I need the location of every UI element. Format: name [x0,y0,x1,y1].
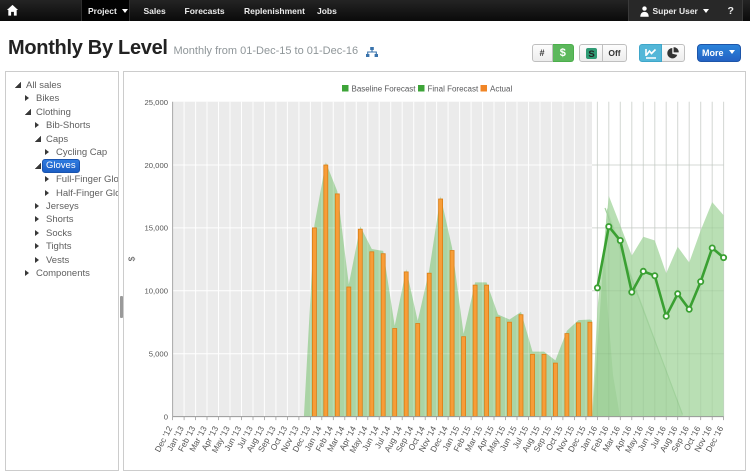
svg-text:15,000: 15,000 [144,224,168,233]
svg-text:0: 0 [164,412,168,421]
svg-text:Actual: Actual [490,85,512,94]
svg-text:Final Forecast: Final Forecast [428,85,479,94]
svg-text:20,000: 20,000 [144,161,168,170]
svg-text:$: $ [127,256,137,261]
svg-text:5,000: 5,000 [149,350,168,359]
svg-text:Baseline Forecast: Baseline Forecast [352,85,417,94]
svg-text:S: S [588,48,594,58]
svg-text:10,000: 10,000 [144,287,168,296]
svg-text:25,000: 25,000 [144,98,168,107]
